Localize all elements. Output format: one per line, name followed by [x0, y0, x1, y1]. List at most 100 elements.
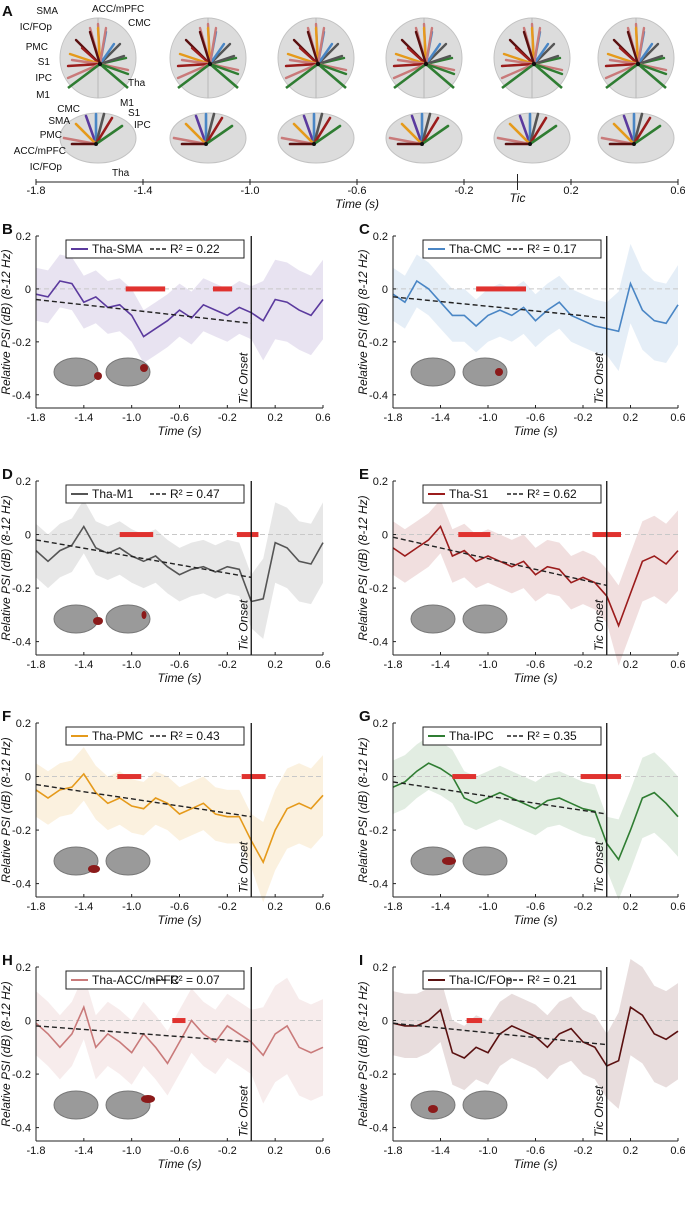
x-axis-label: Time (s) [158, 913, 202, 927]
legend-r2-label: R² = 0.21 [527, 973, 577, 987]
connection-line [208, 42, 226, 66]
x-tick-label: -0.6 [170, 412, 189, 424]
connection-line [94, 116, 114, 146]
y-tick-label: -0.2 [12, 825, 31, 837]
connection-line [637, 63, 667, 89]
connection-line [528, 116, 548, 146]
region-highlight [428, 1105, 438, 1113]
thalamus-node [207, 61, 213, 67]
brain-medial-inset [462, 846, 508, 876]
panel-label: E [359, 466, 369, 483]
connection-line [410, 114, 424, 146]
connection-line [316, 26, 326, 66]
connection-line [605, 62, 639, 90]
x-tick-label: -1.0 [122, 901, 141, 913]
panel-g: G Tic Onset 0.2 0 -0.2 -0.4 -1.8 -1.4 -1.0 -0.6 -0… [356, 708, 685, 927]
confidence-band [393, 243, 678, 371]
significance-bar [212, 286, 233, 292]
legend-series-label: Tha-M1 [92, 487, 134, 501]
connection-line [622, 114, 636, 146]
x-tick-label: 0.2 [623, 1145, 638, 1157]
connection-line [424, 42, 442, 66]
x-tick-label: 0.6 [315, 1145, 330, 1157]
connection-line [314, 26, 320, 66]
trend-line [35, 1025, 252, 1043]
tic-onset-label: Tic Onset [592, 1085, 606, 1137]
region-highlight [141, 1095, 155, 1103]
panel-label-a: A [2, 3, 13, 20]
y-tick-label: -0.4 [369, 390, 388, 402]
y-tick-label: -0.2 [369, 825, 388, 837]
brain-lateral-inset [410, 357, 456, 387]
brain-medial-inset [462, 357, 508, 387]
y-tick-label: 0 [25, 530, 31, 542]
panel-label: C [359, 221, 370, 238]
panel-label: B [2, 221, 13, 238]
connection-line [400, 122, 424, 146]
connection-line [204, 116, 224, 146]
x-tick-label: -1.4 [431, 412, 450, 424]
connection-line [67, 62, 101, 90]
connection-line [618, 46, 640, 66]
connection-line [312, 116, 332, 146]
brain-lateral-inset [53, 846, 99, 876]
significance-bar [236, 532, 259, 538]
connection-line [532, 26, 542, 66]
x-tick-label: -1.4 [74, 412, 93, 424]
legend-series-label: Tha-PMC [92, 729, 144, 743]
legend-box [422, 239, 602, 259]
x-tick-label: 0.6 [315, 412, 330, 424]
panel-i: I Tic Onset 0.2 0 -0.2 -0.4 -1.8 -1.4 -1.0 -0.6 -0… [356, 952, 685, 1171]
x-tick-label: -0.2 [574, 901, 593, 913]
thalamus-node [312, 142, 316, 146]
region-highlight [88, 865, 100, 873]
y-tick-label: -0.2 [12, 583, 31, 595]
y-axis-label: Relative PSI (dB) (8-12 Hz) [356, 981, 370, 1126]
tic-onset-label: Tic Onset [236, 352, 250, 404]
connection-line [306, 30, 320, 66]
connection-line [604, 62, 640, 68]
trend-line [392, 536, 607, 587]
connection-line [636, 26, 646, 66]
connection-line [508, 122, 532, 146]
connection-line [98, 26, 108, 66]
connection-line [604, 62, 640, 80]
trend-line [392, 781, 607, 815]
connection-line [634, 26, 640, 66]
connection-line [312, 124, 342, 146]
x-tick-label: -1.0 [479, 1145, 498, 1157]
y-tick-label: -0.4 [12, 1123, 31, 1135]
x-tick-label: 0.2 [268, 412, 283, 424]
y-tick-label: -0.4 [369, 637, 388, 649]
brain-lateral-inset [53, 604, 99, 634]
series-line [392, 279, 679, 333]
y-tick-label: -0.4 [369, 879, 388, 891]
x-tick-label: 0.6 [670, 412, 685, 424]
x-tick-label: -1.0 [122, 1145, 141, 1157]
panel-c: C Tic Onset 0.2 0 -0.2 -0.4 -1.8 -1.4 -1.0 -0.6 -0… [356, 221, 685, 438]
connection-line [422, 26, 428, 66]
timeline-xlabel: Time (s) [335, 197, 379, 211]
connection-line [393, 62, 427, 90]
x-tick-label: -0.6 [526, 1145, 545, 1157]
connection-line [632, 124, 662, 146]
panel-h: H Tic Onset 0.2 0 -0.2 -0.4 -1.8 -1.4 -1.0 -0.6 -0… [0, 952, 331, 1171]
x-tick-label: 0.2 [268, 901, 283, 913]
y-tick-label: 0.2 [16, 476, 31, 488]
region-label-side: IPC [134, 120, 151, 131]
connection-line [424, 62, 456, 76]
thalamus-node [94, 142, 98, 146]
connection-line [176, 62, 212, 80]
significance-bar [476, 286, 526, 292]
y-tick-label: 0.2 [373, 718, 388, 730]
x-tick-label: -1.0 [479, 412, 498, 424]
connection-line [420, 124, 450, 146]
connection-line [316, 62, 348, 76]
connection-line [533, 63, 563, 89]
connection-line [528, 112, 540, 146]
y-tick-label: -0.4 [12, 390, 31, 402]
legend-box [422, 484, 602, 504]
panel-label: I [359, 952, 363, 969]
connection-line [98, 42, 116, 66]
y-axis-label: Relative PSI (dB) (8-12 Hz) [0, 737, 13, 882]
